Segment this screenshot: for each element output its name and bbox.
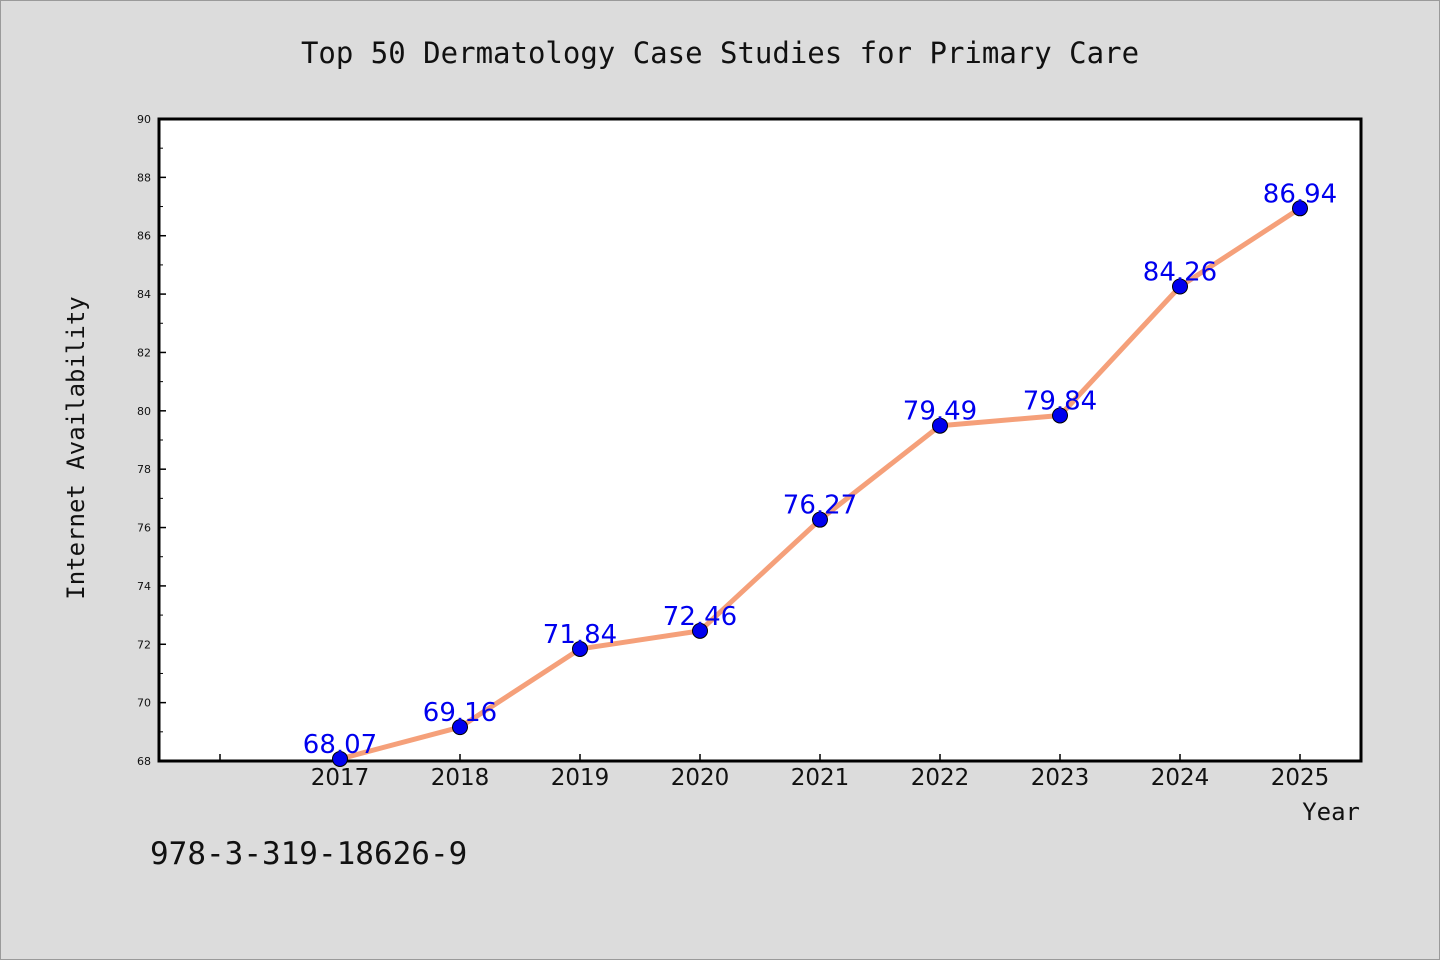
data-label: 79.84 [1023, 386, 1097, 416]
data-label: 69.16 [423, 698, 497, 728]
data-label: 71.84 [543, 620, 617, 650]
x-tick-label: 2025 [1271, 765, 1330, 791]
x-tick-label: 2019 [551, 765, 610, 791]
chart-title: Top 50 Dermatology Case Studies for Prim… [301, 36, 1139, 70]
isbn-text: 978-3-319-18626-9 [150, 836, 467, 872]
y-tick-label: 74 [137, 580, 151, 593]
y-tick-label: 90 [137, 113, 151, 126]
data-point [1172, 278, 1188, 295]
y-tick-label: 88 [137, 171, 151, 184]
data-label: 86.94 [1263, 179, 1337, 209]
x-tick-label: 2023 [1031, 765, 1090, 791]
data-label: 84.26 [1143, 258, 1217, 288]
x-tick-label: 2022 [911, 765, 970, 791]
y-axis-label: Internet Availability [62, 296, 90, 599]
data-point [572, 640, 588, 657]
x-tick-label: 2021 [791, 765, 850, 791]
data-label: 68.07 [303, 730, 377, 760]
y-tick-label: 68 [137, 755, 151, 768]
x-tick-label: 2018 [431, 765, 490, 791]
data-label: 76.27 [783, 491, 857, 521]
markers-group [332, 200, 1308, 767]
data-labels-group: 68.07 69.16 71.84 72.46 76.27 79.49 79.84 84.26… [303, 179, 1337, 760]
y-tick-label: 86 [137, 230, 151, 243]
y-axis: 68 70 72 74 76 78 80 82 84 86 88 90 [137, 113, 166, 768]
y-tick-label: 82 [137, 346, 151, 359]
x-axis-label: Year [1302, 798, 1360, 826]
data-label: 79.49 [903, 397, 977, 427]
plot-area [157, 117, 1363, 763]
data-point [812, 511, 828, 528]
data-label: 72.46 [663, 602, 737, 632]
data-point [692, 622, 708, 639]
x-tick-label: 2024 [1151, 765, 1210, 791]
x-tick-label: 2020 [671, 765, 730, 791]
data-point [452, 719, 468, 736]
data-point [1292, 200, 1308, 217]
data-point [332, 750, 348, 767]
y-tick-label: 72 [137, 638, 151, 651]
data-point [932, 417, 948, 434]
y-tick-label: 84 [137, 288, 151, 301]
y-tick-label: 76 [137, 522, 151, 535]
x-tick-label: 2017 [311, 765, 370, 791]
y-tick-label: 78 [137, 463, 151, 476]
y-tick-label: 80 [137, 405, 151, 418]
x-axis: 2017 2018 2019 2020 2021 2022 2023 2024 2025 [219, 754, 1330, 791]
y-tick-label: 70 [137, 697, 151, 710]
data-point [1052, 407, 1068, 424]
